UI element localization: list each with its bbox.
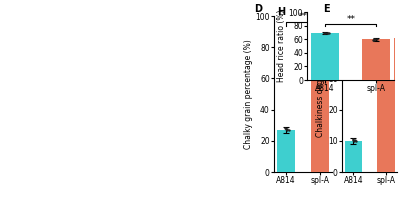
Point bbox=[314, 32, 321, 35]
Text: E: E bbox=[323, 4, 329, 14]
Text: **: ** bbox=[365, 16, 374, 25]
Point bbox=[353, 139, 359, 143]
Point bbox=[352, 139, 358, 142]
Text: D: D bbox=[254, 4, 262, 14]
Point bbox=[370, 38, 377, 41]
Point bbox=[315, 30, 322, 34]
Point bbox=[315, 32, 322, 35]
Bar bbox=[344, 141, 362, 172]
Point bbox=[284, 128, 290, 132]
Bar bbox=[377, 38, 395, 172]
Point bbox=[317, 30, 324, 33]
Text: **: ** bbox=[346, 15, 355, 24]
Point bbox=[383, 36, 390, 39]
Point bbox=[371, 38, 377, 42]
Bar bbox=[311, 33, 339, 80]
Point bbox=[316, 30, 322, 34]
Point bbox=[324, 31, 330, 34]
Point bbox=[372, 38, 378, 41]
Y-axis label: Chalky grain percentage (%): Chalky grain percentage (%) bbox=[244, 39, 252, 149]
Point bbox=[381, 40, 388, 43]
Point bbox=[351, 139, 358, 143]
Point bbox=[370, 38, 376, 42]
Bar bbox=[311, 32, 329, 172]
Bar bbox=[277, 130, 295, 172]
Point bbox=[382, 37, 388, 40]
Point bbox=[282, 127, 288, 130]
Y-axis label: Chalkiness degree (%): Chalkiness degree (%) bbox=[316, 51, 325, 137]
Point bbox=[380, 39, 387, 43]
Text: **: ** bbox=[298, 12, 308, 21]
Bar bbox=[362, 39, 390, 80]
Point bbox=[350, 139, 356, 142]
Point bbox=[324, 32, 330, 35]
Point bbox=[284, 128, 290, 131]
Point bbox=[374, 38, 380, 41]
Point bbox=[286, 128, 292, 132]
Point bbox=[381, 37, 387, 40]
Point bbox=[350, 138, 356, 141]
Text: H: H bbox=[277, 7, 285, 17]
Point bbox=[282, 128, 289, 131]
Point bbox=[321, 31, 327, 34]
Point bbox=[326, 32, 332, 35]
Point bbox=[322, 31, 328, 35]
Y-axis label: Head rice ratio (%): Head rice ratio (%) bbox=[277, 10, 286, 82]
